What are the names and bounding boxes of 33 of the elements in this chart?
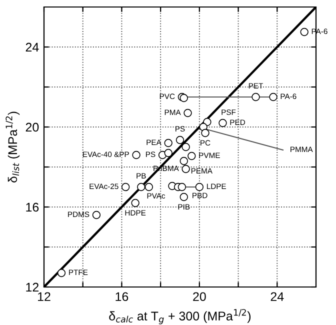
point bbox=[195, 182, 204, 192]
x-tick-label: 16 bbox=[116, 292, 128, 302]
point bbox=[178, 182, 186, 192]
point bbox=[132, 150, 140, 160]
y-tick-label: 12 bbox=[26, 282, 39, 292]
x-tick-label: 20 bbox=[193, 292, 206, 302]
point bbox=[57, 268, 66, 278]
y-tick-label: 20 bbox=[26, 122, 39, 132]
point bbox=[182, 164, 190, 174]
point bbox=[92, 210, 101, 220]
point bbox=[300, 28, 308, 36]
x-tick-label: 24 bbox=[270, 292, 284, 301]
point bbox=[176, 136, 184, 144]
y-tick-label: 24 bbox=[26, 42, 39, 52]
y-tick-label: 16 bbox=[26, 202, 39, 212]
point bbox=[182, 142, 190, 152]
point bbox=[269, 92, 278, 102]
point bbox=[144, 182, 154, 192]
x-axis-title: δ$_{calc}$ at T$_{g}$ + 300 (MPa$^{1/2}$) bbox=[109, 309, 251, 324]
x-tick-label: 12 bbox=[38, 292, 50, 301]
point bbox=[252, 92, 260, 102]
point bbox=[184, 108, 192, 118]
point bbox=[188, 152, 196, 160]
point bbox=[201, 128, 210, 138]
point bbox=[137, 182, 146, 192]
point bbox=[180, 192, 188, 202]
point bbox=[131, 198, 140, 208]
point bbox=[218, 118, 227, 128]
y-axis-title: δ$_{list}$ (MPa$^{1/2}$) bbox=[6, 112, 20, 182]
point bbox=[122, 182, 130, 192]
point bbox=[180, 156, 188, 166]
point bbox=[164, 148, 172, 158]
point bbox=[164, 138, 172, 148]
